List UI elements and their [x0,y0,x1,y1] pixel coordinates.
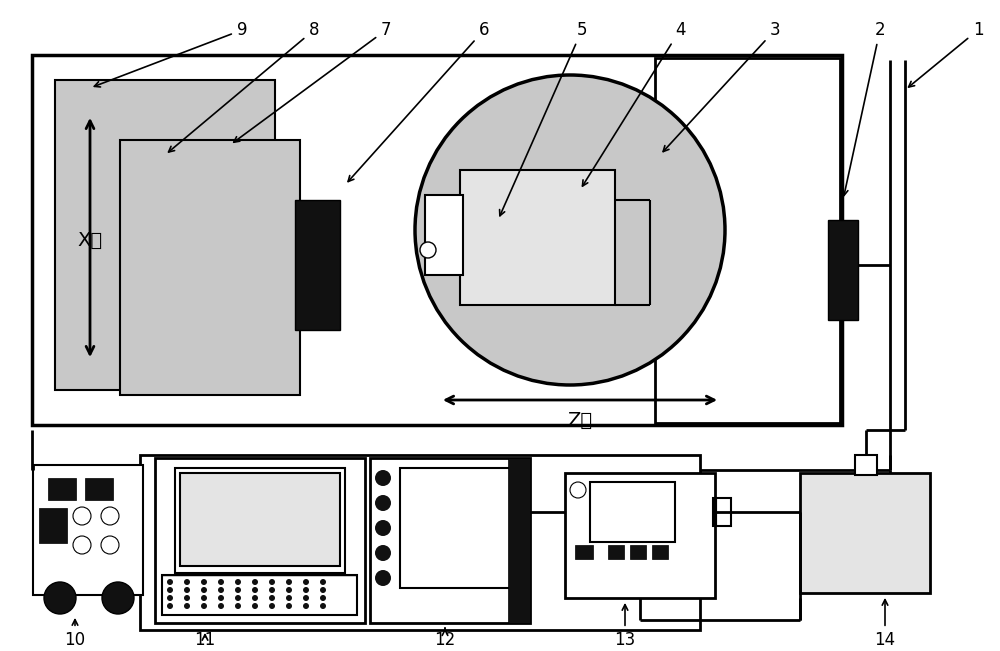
Text: 6: 6 [348,21,489,182]
Bar [120,140,300,395]
Bar [460,170,615,305]
Text: 13: 13 [614,605,636,649]
Circle shape [320,579,326,585]
Circle shape [286,579,292,585]
Bar [828,220,858,320]
Text: 9: 9 [94,21,247,87]
Circle shape [101,536,119,554]
Circle shape [570,482,586,498]
Circle shape [184,587,190,593]
Circle shape [286,587,292,593]
Text: 5: 5 [500,21,587,215]
Circle shape [375,570,391,586]
Circle shape [375,520,391,536]
Circle shape [375,470,391,486]
Bar [608,545,624,559]
Circle shape [303,595,309,601]
Bar [33,465,143,595]
Bar [652,545,668,559]
Circle shape [201,595,207,601]
Bar [55,80,275,390]
Text: 4: 4 [582,21,685,186]
Circle shape [201,587,207,593]
Circle shape [235,587,241,593]
Circle shape [375,495,391,511]
Circle shape [184,595,190,601]
Circle shape [320,587,326,593]
Bar [590,482,675,542]
Circle shape [269,587,275,593]
Circle shape [303,603,309,609]
Circle shape [235,595,241,601]
Bar [175,468,345,573]
Text: X轴: X轴 [77,230,103,249]
Circle shape [286,595,292,601]
Text: 2: 2 [842,21,885,195]
Bar [855,455,877,475]
Text: 12: 12 [434,628,456,649]
Circle shape [102,582,134,614]
Circle shape [167,587,173,593]
Circle shape [218,603,224,609]
Bar [180,473,340,566]
Circle shape [101,507,119,525]
Bar [575,545,593,559]
Bar [295,200,340,330]
Text: 11: 11 [194,631,216,649]
Circle shape [167,595,173,601]
Circle shape [167,579,173,585]
Bar [85,478,113,500]
Text: 7: 7 [234,21,391,143]
Circle shape [286,603,292,609]
Bar [565,473,715,598]
Circle shape [252,603,258,609]
Circle shape [420,242,436,258]
Circle shape [303,579,309,585]
Circle shape [415,75,725,385]
Circle shape [375,545,391,561]
Bar [800,473,930,593]
Circle shape [320,595,326,601]
Circle shape [320,603,326,609]
Circle shape [252,595,258,601]
Circle shape [73,536,91,554]
Bar [630,545,646,559]
Circle shape [44,582,76,614]
Text: 3: 3 [663,21,780,152]
Text: 8: 8 [169,21,319,152]
Bar [162,575,357,615]
Circle shape [184,603,190,609]
Bar [655,58,840,423]
Circle shape [201,579,207,585]
Text: Z轴: Z轴 [567,411,593,430]
Bar [48,478,76,500]
Circle shape [252,579,258,585]
Bar [32,55,842,425]
Circle shape [235,603,241,609]
Text: 14: 14 [874,600,896,649]
Circle shape [184,579,190,585]
Text: 1: 1 [909,21,983,87]
Bar [155,458,365,623]
Circle shape [269,579,275,585]
Circle shape [167,603,173,609]
Circle shape [252,587,258,593]
Circle shape [218,595,224,601]
Bar [370,458,530,623]
Circle shape [218,587,224,593]
Circle shape [201,603,207,609]
Circle shape [269,595,275,601]
Circle shape [73,507,91,525]
Bar [400,468,515,588]
Bar [39,508,67,543]
Text: 10: 10 [64,620,86,649]
Bar [508,458,530,623]
Bar [140,455,700,630]
Bar [425,195,463,275]
Circle shape [218,579,224,585]
Circle shape [303,587,309,593]
Bar [713,498,731,526]
Circle shape [235,579,241,585]
Circle shape [269,603,275,609]
